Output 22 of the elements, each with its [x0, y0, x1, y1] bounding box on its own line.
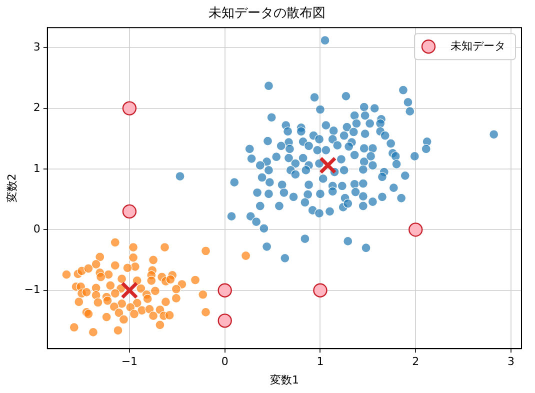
point: [313, 283, 328, 298]
x-tick-label: 3: [508, 355, 515, 368]
point: [319, 156, 337, 174]
point: [408, 222, 423, 237]
legend-label: 未知データ: [450, 39, 506, 52]
chart-title: 未知データの散布図: [208, 6, 326, 22]
x-tick-label: −1: [121, 355, 138, 368]
x-axis-title: 変数1: [270, 373, 299, 386]
point: [120, 282, 138, 300]
y-tick-label: 2: [33, 101, 40, 114]
y-tick-label: 3: [33, 40, 40, 54]
point: [218, 283, 232, 298]
y-tick-label: 0: [33, 222, 40, 236]
y-tick-label: −1: [24, 283, 40, 296]
x-tick-label: 2: [412, 355, 420, 368]
point: [122, 204, 137, 219]
point: [218, 314, 232, 328]
x-tick-label: 1: [316, 355, 324, 368]
point: [122, 101, 137, 116]
y-axis-title: 変数2: [5, 174, 18, 203]
y-tick-label: 1: [33, 162, 40, 175]
x-tick-label: 0: [221, 355, 228, 368]
